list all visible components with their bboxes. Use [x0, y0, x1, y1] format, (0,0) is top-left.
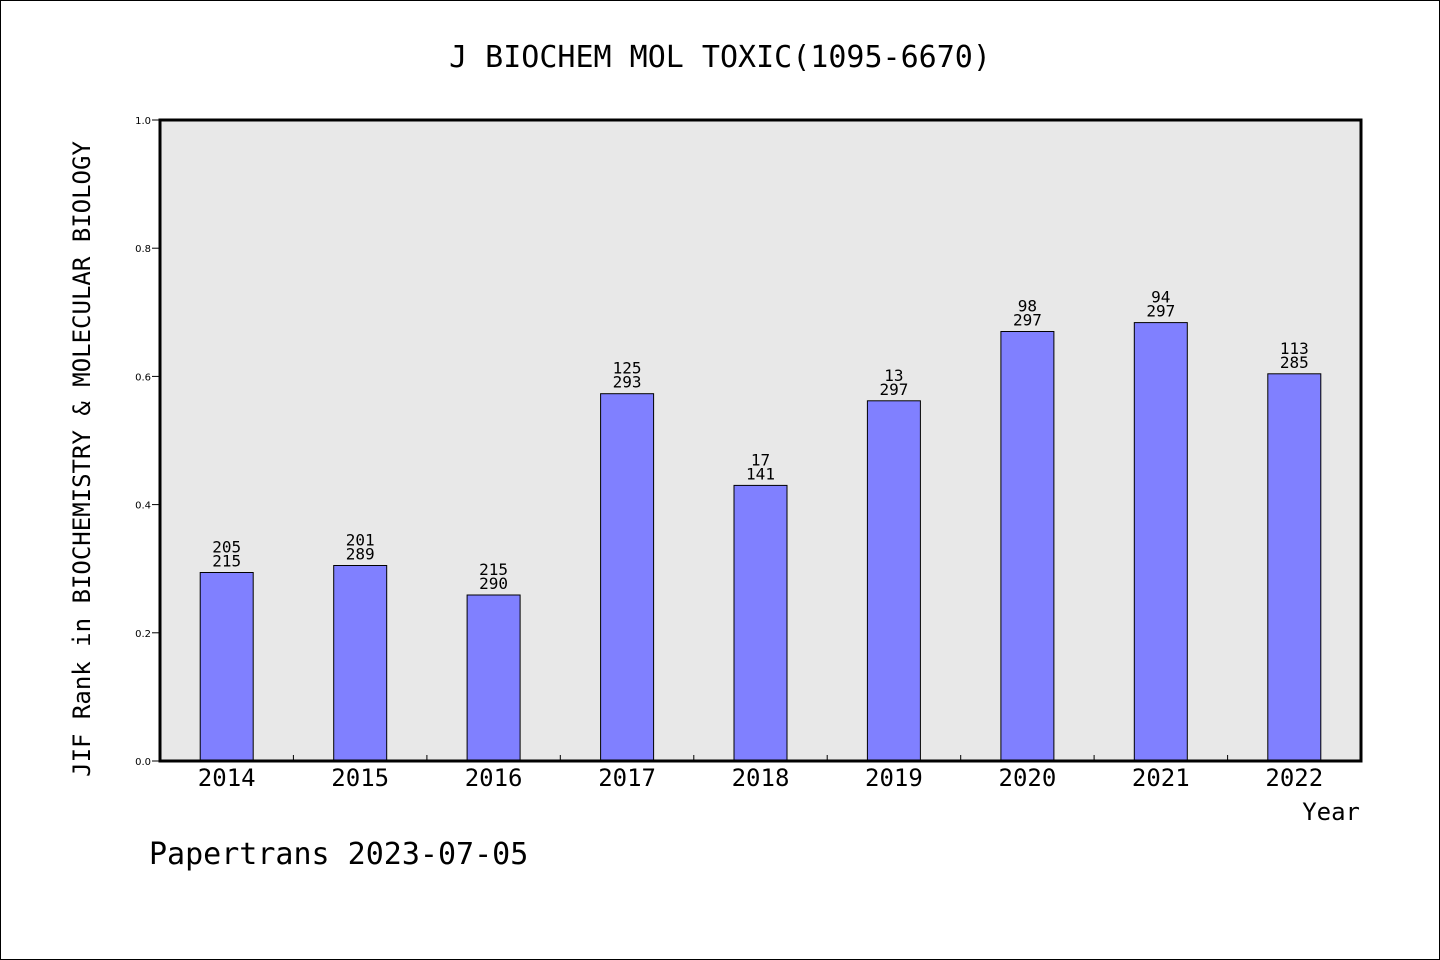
x-tick-label-2017: 2017	[598, 764, 656, 792]
bar-rank-label-2022: 113	[1280, 339, 1309, 358]
bar-2016	[466, 594, 521, 762]
bar-rank-label-2018: 17	[751, 450, 770, 469]
bar-2017	[600, 393, 655, 762]
bar-rank-label-2021: 94	[1151, 288, 1170, 307]
y-tick-label: 1.0	[135, 116, 151, 127]
bar-total-label-2020: 297	[1013, 311, 1042, 330]
y-tick-label: 0.6	[135, 372, 151, 383]
y-tick-label: 0.4	[135, 501, 151, 512]
bar-rank-label-2017: 125	[613, 359, 642, 378]
bar-2018	[733, 484, 788, 762]
bar-total-label-2018: 141	[746, 464, 775, 483]
chart-title: J BIOCHEM MOL TOXIC(1095-6670)	[449, 40, 991, 75]
y-tick-label: 0.8	[135, 244, 151, 255]
bar-rank-label-2016: 215	[479, 560, 508, 579]
bar-total-label-2019: 297	[879, 380, 908, 399]
bar-2021	[1133, 322, 1188, 762]
x-axis-label: Year	[1302, 798, 1360, 826]
bar-rank-label-2020: 98	[1018, 297, 1037, 316]
bars-layer	[199, 322, 1322, 762]
x-tick-label-2022: 2022	[1265, 764, 1323, 792]
bar-2022	[1267, 373, 1322, 762]
x-tick-label-2018: 2018	[732, 764, 790, 792]
bar-total-label-2015: 289	[346, 545, 375, 564]
x-tick-label-2015: 2015	[331, 764, 389, 792]
bar-rank-label-2019: 13	[884, 366, 903, 385]
bar-rank-label-2015: 201	[346, 531, 375, 550]
bar-total-label-2014: 215	[212, 552, 241, 571]
footer-credit: Papertrans 2023-07-05	[149, 837, 528, 872]
bar-labels-layer: 2052152012892152901252931714113297982979…	[212, 288, 1309, 593]
x-tick-label-2020: 2020	[999, 764, 1057, 792]
x-tick-label-2014: 2014	[198, 764, 256, 792]
y-axis-label: JIF Rank in BIOCHEMISTRY & MOLECULAR BIO…	[68, 141, 96, 777]
bar-2015	[333, 565, 388, 762]
x-axis: 2014 2015 2016 2017 2018 2019 2020 2021 2022	[198, 755, 1323, 792]
x-tick-label-2021: 2021	[1132, 764, 1190, 792]
bar-2014	[199, 572, 254, 762]
plot-border	[158, 118, 1363, 763]
y-axis: 0.0 0.2 0.4 0.6 0.8 1.0	[135, 116, 160, 768]
y-tick-label: 0.0	[135, 757, 151, 768]
x-tick-label-2016: 2016	[465, 764, 523, 792]
bar-total-label-2022: 285	[1280, 353, 1309, 372]
bar-total-label-2021: 297	[1146, 302, 1175, 321]
bar-total-label-2016: 290	[479, 574, 508, 593]
x-tick-label-2019: 2019	[865, 764, 923, 792]
bar-rank-label-2014: 205	[212, 538, 241, 557]
bar-2020	[1000, 331, 1055, 762]
bar-2019	[866, 400, 921, 762]
bar-total-label-2017: 293	[613, 373, 642, 392]
y-tick-label: 0.2	[135, 629, 151, 640]
